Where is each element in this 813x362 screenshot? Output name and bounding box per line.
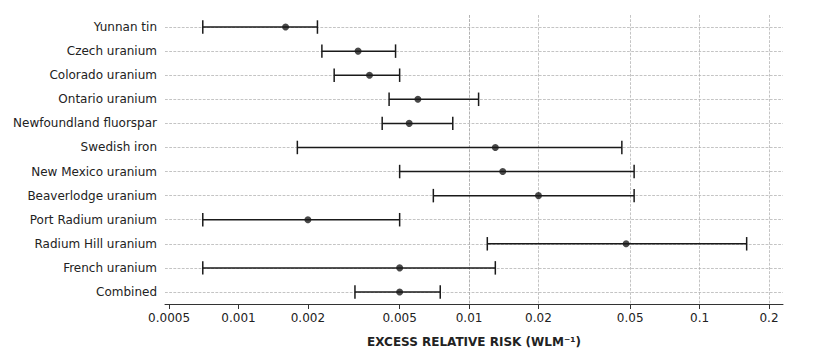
svg-text:French uranium: French uranium [63, 261, 157, 275]
svg-text:0.005: 0.005 [382, 311, 416, 325]
svg-text:Newfoundland fluorspar: Newfoundland fluorspar [13, 116, 157, 130]
svg-text:Port Radium uranium: Port Radium uranium [30, 213, 157, 227]
svg-text:Yunnan tin: Yunnan tin [93, 20, 157, 34]
svg-text:Combined: Combined [96, 285, 157, 299]
svg-text:0.001: 0.001 [221, 311, 255, 325]
svg-text:0.0005: 0.0005 [148, 311, 190, 325]
svg-text:0.02: 0.02 [525, 311, 552, 325]
svg-text:EXCESS RELATIVE RISK (WLM⁻¹): EXCESS RELATIVE RISK (WLM⁻¹) [367, 335, 581, 349]
svg-text:Radium Hill uranium: Radium Hill uranium [35, 237, 157, 251]
svg-text:0.05: 0.05 [617, 311, 644, 325]
svg-text:0.01: 0.01 [456, 311, 483, 325]
svg-text:Beaverlodge uranium: Beaverlodge uranium [27, 189, 157, 203]
svg-text:Colorado uranium: Colorado uranium [49, 68, 157, 82]
svg-text:0.2: 0.2 [759, 311, 778, 325]
svg-text:Czech uranium: Czech uranium [67, 44, 157, 58]
svg-text:New Mexico uranium: New Mexico uranium [31, 165, 157, 179]
svg-text:Swedish iron: Swedish iron [81, 140, 157, 154]
svg-text:Ontario uranium: Ontario uranium [58, 92, 157, 106]
svg-text:0.1: 0.1 [690, 311, 709, 325]
svg-text:0.002: 0.002 [291, 311, 325, 325]
